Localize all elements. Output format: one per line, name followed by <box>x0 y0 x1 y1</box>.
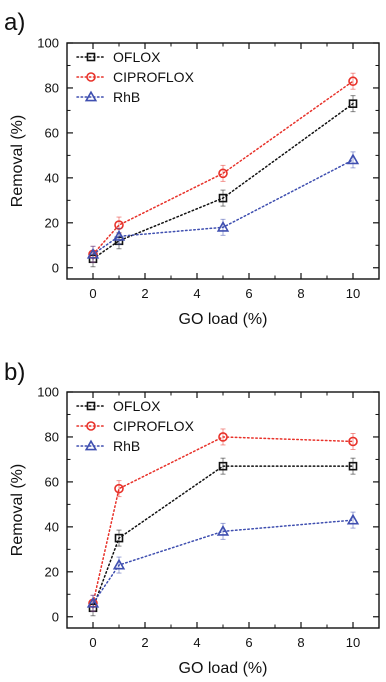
series-line <box>92 159 354 256</box>
legend-marker <box>86 421 96 431</box>
x-tick-label: 0 <box>89 286 96 301</box>
x-tick-label: 10 <box>346 635 360 650</box>
series-line <box>92 519 354 605</box>
y-tick-label: 0 <box>52 260 59 275</box>
y-tick-label: 80 <box>45 429 59 444</box>
series-line <box>92 436 354 605</box>
x-tick-label: 6 <box>245 286 252 301</box>
data-point <box>216 220 230 232</box>
data-point <box>86 596 100 608</box>
data-point <box>216 524 230 536</box>
x-tick-label: 6 <box>245 635 252 650</box>
legend-marker <box>86 72 96 82</box>
legend-label: RhB <box>113 89 140 105</box>
legend-label: CIPROFLOX <box>113 418 195 434</box>
legend-label: OFLOX <box>113 49 161 65</box>
legend-label: RhB <box>113 438 140 454</box>
legend-marker <box>84 439 98 451</box>
legend: OFLOX CIPROFLOX RhB <box>76 49 195 105</box>
x-tick-label: 8 <box>297 286 304 301</box>
data-point <box>218 168 228 179</box>
y-tick-label: 20 <box>45 564 59 579</box>
data-point <box>218 193 228 203</box>
panel-label: b) <box>4 359 25 386</box>
legend-label: OFLOX <box>113 398 161 414</box>
series-oflox <box>88 457 358 617</box>
series-line <box>92 80 354 256</box>
y-axis-title: Removal (%) <box>9 464 26 556</box>
data-point <box>112 229 126 241</box>
y-tick-label: 40 <box>45 519 59 534</box>
series-ciproflox <box>88 428 358 612</box>
data-point <box>348 76 358 87</box>
data-point <box>346 513 360 525</box>
data-point <box>346 153 360 165</box>
y-tick-label: 40 <box>45 170 59 185</box>
panel-label: a) <box>4 9 25 36</box>
data-point <box>86 247 100 259</box>
x-tick-label: 10 <box>346 286 360 301</box>
data-point <box>112 558 126 570</box>
legend-label: CIPROFLOX <box>113 69 195 85</box>
x-tick-label: 2 <box>141 635 148 650</box>
x-tick-label: 8 <box>297 635 304 650</box>
x-axis-title: GO load (%) <box>179 660 268 677</box>
y-tick-label: 60 <box>45 125 59 140</box>
data-point <box>348 99 358 108</box>
series-rhb <box>86 511 360 612</box>
series-line <box>92 465 354 609</box>
x-tick-label: 0 <box>89 635 96 650</box>
legend-marker <box>84 90 98 102</box>
data-point <box>348 461 358 471</box>
y-axis-title: Removal (%) <box>9 115 26 207</box>
y-tick-label: 80 <box>45 80 59 95</box>
x-tick-label: 4 <box>193 286 200 301</box>
data-point <box>218 432 228 442</box>
x-tick-label: 2 <box>141 286 148 301</box>
series-line <box>92 102 354 260</box>
y-tick-label: 20 <box>45 215 59 230</box>
series-rhb <box>86 151 360 263</box>
legend: OFLOX CIPROFLOX RhB <box>76 398 195 454</box>
data-point <box>218 461 228 471</box>
y-tick-label: 0 <box>52 609 59 624</box>
legend-marker <box>86 401 96 411</box>
y-tick-label: 100 <box>37 36 59 51</box>
y-tick-label: 100 <box>37 385 59 400</box>
y-tick-label: 60 <box>45 474 59 489</box>
x-axis-title: GO load (%) <box>179 311 268 328</box>
data-point <box>114 533 124 543</box>
x-tick-label: 4 <box>193 635 200 650</box>
legend-marker <box>86 52 96 62</box>
data-point <box>348 436 358 447</box>
data-point <box>114 483 124 494</box>
